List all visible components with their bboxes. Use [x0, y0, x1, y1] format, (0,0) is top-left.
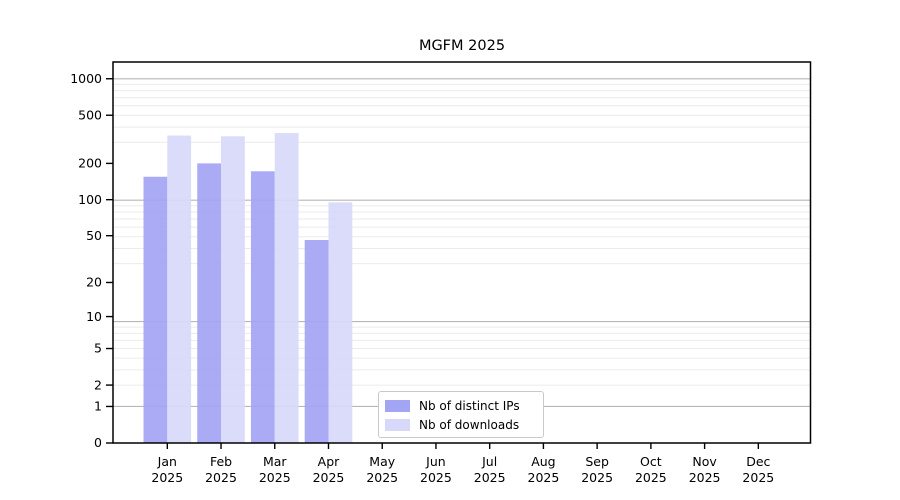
legend-swatch-distinct-ips — [385, 399, 410, 412]
x-tick-label-year: 2025 — [528, 470, 560, 485]
y-tick-label: 0 — [94, 435, 102, 450]
x-tick-label-month: Oct — [640, 454, 662, 469]
bars-distinct-ips — [143, 163, 329, 443]
bar — [328, 202, 353, 443]
bars-downloads — [167, 133, 353, 443]
bar — [197, 163, 222, 443]
x-tick-label-month: Feb — [210, 454, 232, 469]
x-tick-label-year: 2025 — [420, 470, 452, 485]
x-tick-label-month: Jan — [157, 454, 177, 469]
y-tick-label: 5 — [94, 341, 102, 356]
x-tick-label-month: Aug — [531, 454, 555, 469]
bar — [143, 176, 168, 443]
bar — [221, 136, 245, 443]
legend-swatch-downloads — [385, 418, 410, 431]
x-tick-label-year: 2025 — [742, 470, 774, 485]
x-tick-label-month: Dec — [746, 454, 770, 469]
y-tick-label: 200 — [78, 156, 102, 171]
y-axis: 0 1 2 5 10 20 50 100 200 500 1000 — [70, 71, 113, 450]
x-tick-label-year: 2025 — [689, 470, 721, 485]
x-tick-label-month: Sep — [585, 454, 609, 469]
y-tick-label: 500 — [78, 107, 102, 122]
bar — [167, 135, 192, 443]
x-tick-label-year: 2025 — [581, 470, 613, 485]
x-tick-label-month: Nov — [692, 454, 717, 469]
plot-frame — [112, 61, 812, 444]
x-tick-label-month: May — [369, 454, 395, 469]
x-tick-label-year: 2025 — [259, 470, 291, 485]
chart-title: MGFM 2025 — [418, 38, 506, 54]
legend-label-downloads: Nb of downloads — [419, 417, 520, 432]
y-tick-label: 20 — [86, 275, 102, 290]
x-axis: Jan2025Feb2025Mar2025Apr2025May2025Jun20… — [151, 443, 774, 485]
x-tick-label-year: 2025 — [474, 470, 506, 485]
x-tick-label-month: Jun — [425, 454, 446, 469]
legend-item-downloads: Nb of downloads — [385, 416, 535, 433]
y-tick-label: 10 — [86, 309, 102, 324]
x-tick-label-month: Apr — [318, 454, 340, 469]
x-tick-label-year: 2025 — [151, 470, 183, 485]
y-tick-label: 1000 — [70, 71, 102, 86]
bar — [304, 240, 329, 443]
y-tick-label: 1 — [94, 399, 102, 414]
x-tick-label-month: Jul — [481, 454, 497, 469]
legend-item-distinct-ips: Nb of distinct IPs — [385, 397, 535, 414]
x-tick-label-year: 2025 — [635, 470, 667, 485]
bar — [274, 133, 299, 443]
legend-label-distinct-ips: Nb of distinct IPs — [419, 398, 520, 413]
y-tick-label: 100 — [78, 192, 102, 207]
x-tick-label-year: 2025 — [313, 470, 345, 485]
y-tick-label: 50 — [86, 228, 102, 243]
bar — [250, 171, 275, 443]
x-tick-label-year: 2025 — [366, 470, 398, 485]
legend: Nb of distinct IPs Nb of downloads — [378, 391, 544, 438]
x-tick-label-month: Mar — [263, 454, 287, 469]
y-tick-label: 2 — [94, 377, 102, 392]
x-tick-label-year: 2025 — [205, 470, 237, 485]
